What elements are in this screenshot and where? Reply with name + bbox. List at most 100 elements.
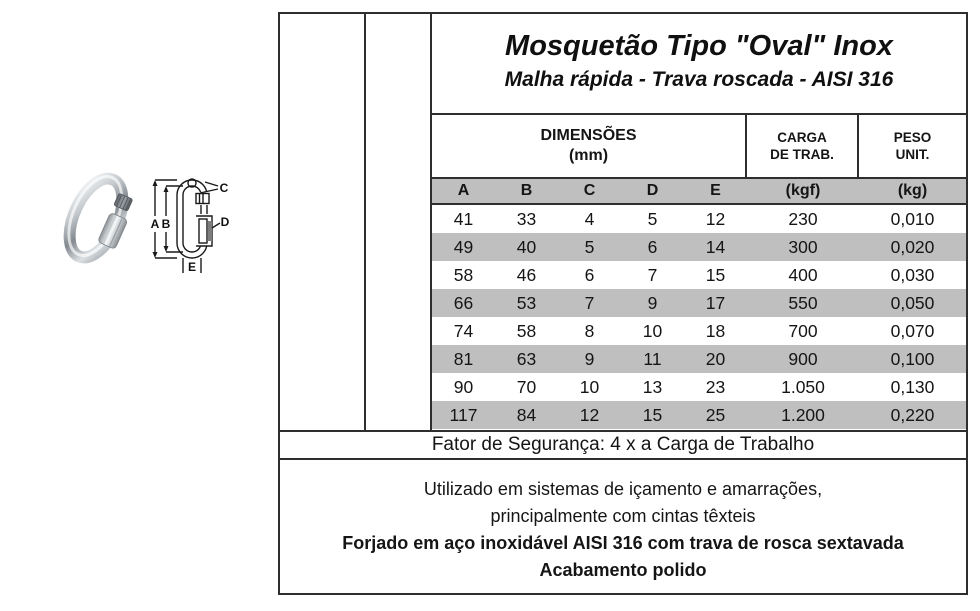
description-line: principalmente com cintas têxteis [490,506,756,526]
table-cell: 74 [453,321,474,341]
column-header: (kgf) [785,182,821,199]
diagram-top-pin [187,178,197,188]
table-cell: 0,220 [890,405,935,425]
table-cell: 70 [516,377,537,397]
hex-sleeve [98,213,127,249]
header-unit-weight: PESO UNIT. [859,115,966,177]
table-cell: 1.200 [781,405,825,425]
column-header: D [646,182,659,199]
table-cell: 0,030 [890,265,935,285]
table-cell: 41 [453,209,474,229]
table-row: 58 46 6 7 15 400 0,030 [432,261,966,289]
table-cell: 117 [449,405,478,425]
table-cell: 6 [584,265,595,285]
table-row: 66 53 7 9 17 550 0,050 [432,289,966,317]
diagram-label-b: B [162,217,171,231]
table-cell: 63 [516,349,537,369]
table-cell: 5 [584,237,595,257]
header-unit-weight-line1: PESO [893,130,932,145]
table-cell: 25 [705,405,726,425]
table-row: 90 70 10 13 23 1.050 0,130 [432,373,966,401]
spec-sheet-frame: Mosquetão Tipo "Oval" Inox Malha rápida … [278,12,968,595]
product-description: Utilizado em sistemas de içamento e amar… [280,460,966,584]
table-cell: 81 [453,349,474,369]
header-working-load: CARGA DE TRAB. [747,115,859,177]
diagram-label-e: E [188,260,196,274]
table-row: 74 58 8 10 18 700 0,070 [432,317,966,345]
diagram-sleeve [194,214,213,247]
table-cell: 23 [705,377,726,397]
table-cell: 0,100 [890,349,935,369]
table-cell: 0,020 [890,237,935,257]
header-dimensions-title: DIMENSÕES [540,127,637,144]
spec-table-pane: Mosquetão Tipo "Oval" Inox Malha rápida … [432,14,966,430]
diagram-dim-d: D [211,215,230,229]
header-unit-weight-line2: UNIT. [895,147,930,162]
table-cell: 230 [788,209,818,229]
table-cell: 11 [643,349,662,369]
table-cell: 12 [705,209,726,229]
table-cell: 40 [516,237,537,257]
table-cell: 7 [584,293,595,313]
column-header: C [583,182,596,199]
table-cell: 4 [584,209,595,229]
table-cell: 53 [516,293,537,313]
table-cell: 0,130 [890,377,935,397]
table-cell: 550 [788,293,818,313]
table-cell: 7 [647,265,658,285]
description-line: Acabamento polido [539,560,707,580]
table-cell: 900 [788,349,818,369]
table-cell: 8 [584,321,595,341]
table-cell: 10 [642,321,663,341]
column-header: E [710,182,721,199]
table-cell: 1.050 [781,377,825,397]
diagram-dim-a: A [151,179,177,259]
table-cell: 10 [579,377,600,397]
vertical-divider-1 [364,14,366,430]
diagram-label-a: A [151,217,160,231]
table-cell: 300 [788,237,818,257]
header-working-load-line2: DE TRAB. [770,147,834,162]
table-cell: 12 [579,405,600,425]
column-header: (kg) [897,182,928,199]
table-cell: 15 [642,405,663,425]
table-row: 117 84 12 15 25 1.200 0,220 [432,401,966,429]
diagram-label-d: D [221,215,230,229]
table-cell: 400 [788,265,818,285]
table-row: 41 33 4 5 12 230 0,010 [432,205,966,233]
table-cell: 17 [705,293,726,313]
diagram-nut [195,192,210,205]
product-photo [63,172,133,264]
description-line: Utilizado em sistemas de içamento e amar… [423,479,823,499]
table-cell: 15 [705,265,726,285]
header-dimensions-unit: (mm) [568,147,609,164]
table-cell: 49 [453,237,474,257]
column-header: A [457,182,470,199]
table-row: 49 40 5 6 14 300 0,020 [432,233,966,261]
table-cell: 0,010 [890,209,935,229]
header-dimensions: DIMENSÕES (mm) [432,115,747,177]
table-cell: 18 [705,321,726,341]
table-cell: 58 [453,265,474,285]
table-cell: 20 [705,349,726,369]
table-cell: 33 [516,209,537,229]
table-group-header: DIMENSÕES (mm) CARGA DE TRAB. PESO UNIT. [432,115,966,179]
table-body: 41 33 4 5 12 230 0,010 49 40 5 6 14 300 … [432,205,966,429]
table-row: 81 63 9 11 20 900 0,100 [432,345,966,373]
page-subtitle: Malha rápida - Trava roscada - AISI 316 [504,68,894,91]
table-cell: 58 [516,321,537,341]
title-block: Mosquetão Tipo "Oval" Inox Malha rápida … [432,14,966,115]
diagram-dim-e: E [182,258,202,274]
table-cell: 0,070 [890,321,935,341]
table-cell: 5 [647,209,658,229]
table-cell: 13 [642,377,663,397]
table-column-headers: A B C D E (kgf) (kg) [432,179,966,205]
table-cell: 46 [516,265,537,285]
dimension-diagram: A B C D E [151,178,230,274]
table-cell: 6 [647,237,658,257]
header-working-load-line1: CARGA [777,130,827,145]
table-cell: 84 [516,405,537,425]
table-cell: 9 [584,349,595,369]
table-cell: 90 [453,377,474,397]
